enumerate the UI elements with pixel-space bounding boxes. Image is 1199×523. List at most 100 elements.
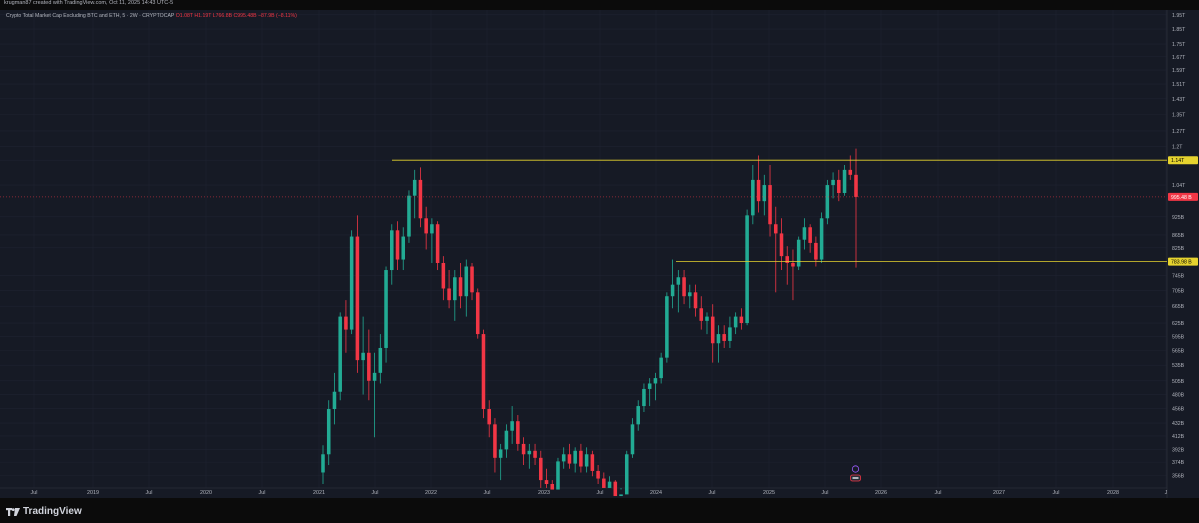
tradingview-logo-icon (6, 507, 20, 516)
candle-body (590, 454, 595, 471)
candle-body (378, 347, 383, 373)
y-tick-label: 1.51T (1172, 82, 1186, 88)
candle-body (636, 406, 640, 425)
candle-body (384, 270, 388, 348)
candle-body (412, 179, 417, 196)
x-tick-label: Jul (822, 490, 829, 496)
y-tick-label: 1.67T (1172, 55, 1186, 61)
x-tick-label: 2020 (200, 490, 212, 496)
x-tick-label: Jul (484, 490, 491, 496)
candle-body (567, 454, 572, 464)
y-tick-label: 825B (1172, 246, 1185, 252)
x-tick-label: Jul (935, 490, 942, 496)
candle-body (372, 372, 377, 381)
candle-body (527, 450, 532, 455)
candle-body (842, 169, 847, 193)
candle-body (556, 461, 560, 490)
news-marker-glyph (852, 477, 859, 479)
symbol-legend: Crypto Total Market Cap Excluding BTC an… (6, 13, 297, 19)
candle-body (814, 242, 818, 260)
resistance-price-tag-bg (1168, 156, 1198, 165)
candle-body (395, 230, 400, 260)
candle-body (447, 288, 451, 301)
last-price-tag: 995.48 B (1171, 195, 1192, 201)
symbol-title: Crypto Total Market Cap Excluding BTC an… (6, 13, 175, 19)
candle-body (653, 378, 658, 384)
y-tick-label: 1.27T (1172, 129, 1186, 135)
x-tick-label: Jul (259, 490, 266, 496)
x-tick-label: Jul (31, 490, 38, 496)
candle-body (705, 316, 709, 321)
candle-body (791, 263, 795, 267)
x-tick-label: 2024 (650, 490, 662, 496)
candle-body (773, 224, 778, 234)
candle-body (796, 239, 801, 267)
x-tick-label: Jul (709, 490, 716, 496)
candle-body (768, 185, 772, 225)
candle-body (642, 388, 646, 407)
y-tick-label: 1.85T (1172, 27, 1186, 33)
price-chart[interactable]: 1.95T 1.85T 1.75T 1.67T 1.59T 1.51T 1.43T 1.35T… (0, 10, 1199, 498)
candle-body (418, 179, 423, 219)
candle-body (779, 233, 784, 257)
candle-body (367, 352, 371, 381)
candle-body (544, 480, 549, 484)
candle-body (516, 421, 520, 444)
y-tick-label: 432B (1172, 421, 1185, 427)
candle-body (504, 430, 509, 450)
candle-body (762, 185, 767, 202)
tradingview-wordmark: TradingView (23, 506, 82, 517)
candle-body (475, 292, 480, 335)
candle-body (802, 227, 807, 240)
candle-body (441, 263, 446, 289)
y-tick-label: 665B (1172, 304, 1185, 310)
candle-body (665, 296, 669, 358)
candle-body (710, 316, 715, 344)
candle-body (338, 316, 342, 392)
x-tick-label: 2028 (1107, 490, 1119, 496)
x-tick-label: Jul (146, 490, 153, 496)
candle-body (728, 327, 732, 341)
y-tick-label: 456B (1172, 406, 1185, 412)
candle-body (539, 457, 543, 481)
x-tick-label: 2025 (763, 490, 775, 496)
author-note: krugman87 created with TradingView.com, … (4, 0, 174, 6)
candle-body (716, 334, 721, 344)
candle-body (831, 179, 835, 186)
candle-body (647, 383, 652, 389)
x-tick-label: Jul (372, 490, 379, 496)
y-tick-label: 1.75T (1172, 42, 1186, 48)
y-tick-label: 374B (1172, 460, 1185, 466)
y-tick-label: 1.2T (1172, 144, 1183, 150)
candle-body (326, 409, 331, 455)
x-tick-label: Jul (1053, 490, 1060, 496)
resistance-price-tag: 1.14T (1171, 158, 1185, 164)
candle-body (550, 484, 555, 490)
y-tick-label: 1.59T (1172, 68, 1186, 74)
y-tick-label: 705B (1172, 288, 1185, 294)
y-tick-label: 535B (1172, 363, 1185, 369)
candle-body (619, 494, 623, 497)
candle-body (533, 450, 537, 458)
y-tick-label: 565B (1172, 348, 1185, 354)
candle-body (819, 218, 824, 260)
candle-body (493, 424, 497, 458)
candle-body (659, 357, 663, 379)
candle-body (453, 277, 457, 301)
candle-body (848, 169, 853, 175)
candle-body (785, 256, 790, 264)
candle-body (321, 454, 325, 473)
candle-body (470, 266, 474, 293)
tradingview-brand[interactable]: TradingView (6, 506, 82, 517)
candle-body (676, 277, 681, 285)
candle-body (682, 277, 686, 297)
candle-body (458, 277, 463, 297)
y-tick-label: 505B (1172, 379, 1185, 385)
candle-body (401, 236, 406, 260)
y-tick-label: 1.04T (1172, 183, 1186, 189)
candle-body (389, 230, 394, 271)
x-tick-label: 2027 (993, 490, 1005, 496)
price-axis-panel (1167, 10, 1199, 498)
candle-body (430, 224, 434, 234)
x-tick-label: 2023 (538, 490, 550, 496)
